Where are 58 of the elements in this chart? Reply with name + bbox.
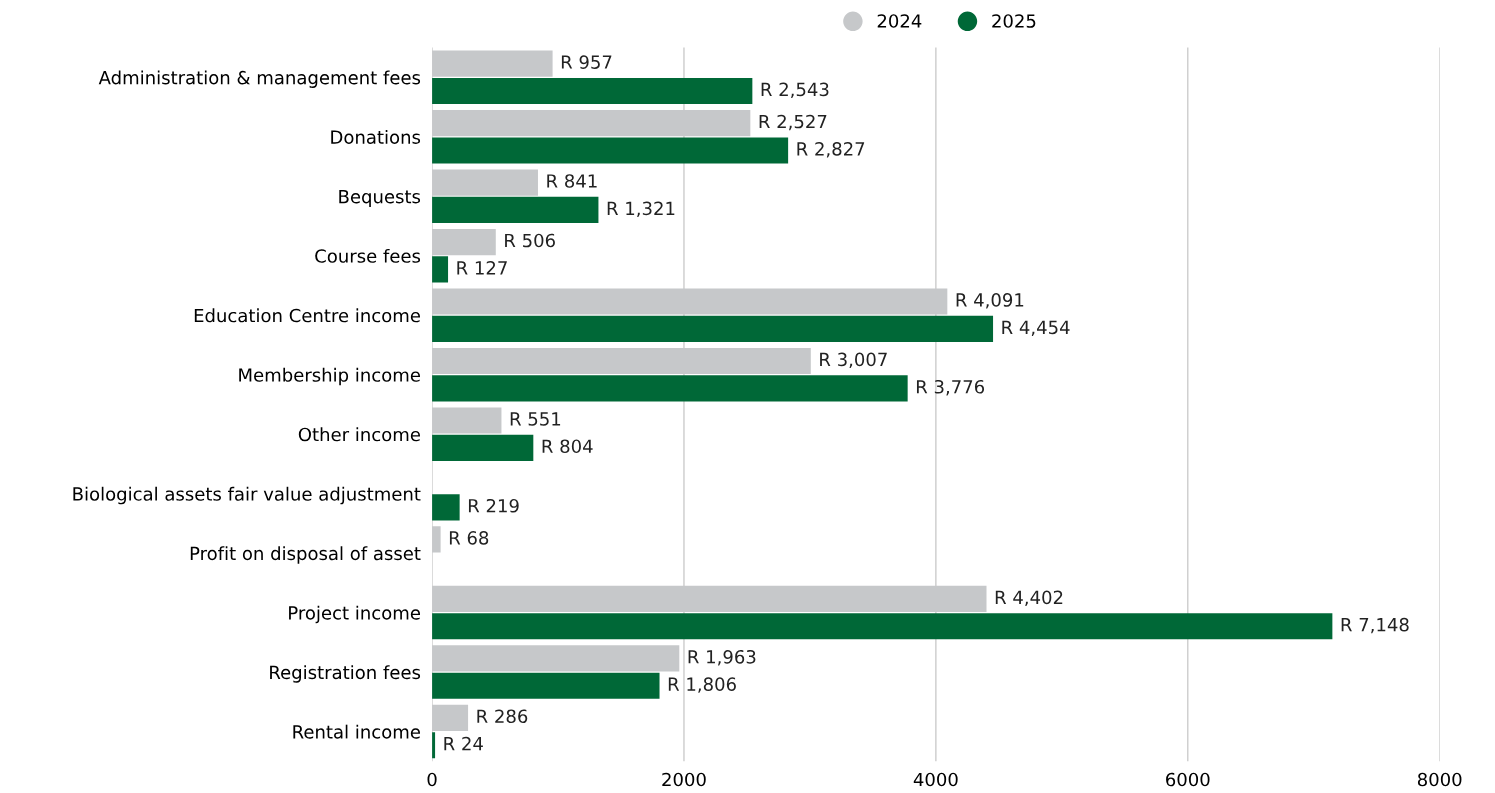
data-label: R 286: [477, 709, 528, 724]
y-tick-label: Administration & management fees: [98, 70, 421, 88]
data-label: R 3,776: [916, 379, 985, 396]
data-label: R 2,527: [759, 114, 827, 131]
x-tick-label: 2000: [662, 772, 706, 787]
data-label: R 957: [561, 55, 612, 69]
data-label: R 4,454: [1002, 320, 1070, 336]
bar: [432, 407, 502, 434]
x-tick-label: 6000: [1166, 772, 1210, 787]
bar: [432, 228, 496, 256]
y-tick-label: Donations: [331, 129, 421, 144]
data-label: R 7,148: [1341, 617, 1409, 634]
y-tick-label: Project income: [289, 605, 420, 624]
bar: [432, 137, 789, 164]
y-tick-label: Membership income: [239, 367, 420, 386]
x-tick-label: 0: [427, 772, 437, 787]
data-label: R 24: [444, 736, 483, 751]
data-label: R 804: [542, 439, 593, 454]
data-label: R 4,091: [956, 293, 1024, 309]
x-tick-label: 4000: [913, 772, 958, 787]
bar: [432, 672, 660, 699]
bar: [432, 50, 553, 77]
legend-label: 2025: [992, 14, 1036, 28]
data-label: R 1,963: [688, 649, 756, 666]
y-tick-label: Profit on disposal of asset: [190, 546, 421, 564]
data-label: R 841: [547, 174, 597, 188]
bar: [432, 613, 1333, 640]
bar: [432, 704, 469, 731]
data-label: R 127: [457, 261, 507, 275]
bar: [432, 645, 680, 672]
bar: [432, 315, 994, 342]
data-label: R 1,321: [607, 201, 675, 218]
y-tick-label: Biological assets fair value adjustment: [73, 486, 421, 505]
bar: [432, 375, 908, 402]
bar: [432, 494, 460, 521]
bar: [432, 526, 441, 553]
data-label: R 2,827: [797, 142, 865, 158]
data-label: R 4,402: [995, 590, 1063, 606]
data-label: R 3,007: [820, 352, 887, 369]
y-tick-label: Education Centre income: [194, 308, 420, 323]
data-label: R 1,806: [668, 677, 736, 693]
bar: [432, 77, 753, 105]
y-tick-label: Registration fees: [270, 665, 421, 683]
data-label: R 2,543: [761, 82, 829, 99]
legend-label: 2024: [877, 14, 922, 28]
y-tick-label: Course fees: [315, 248, 421, 263]
bar: [432, 196, 599, 224]
x-tick-label: 8000: [1417, 772, 1462, 787]
bar: [432, 256, 449, 283]
bar: [432, 434, 534, 461]
data-label: R 68: [449, 531, 489, 545]
data-label: R 551: [510, 412, 561, 426]
y-tick-label: Rental income: [293, 724, 420, 739]
bar: [432, 169, 538, 196]
y-tick-label: Other income: [298, 427, 420, 442]
data-label: R 219: [468, 498, 519, 513]
y-tick-label: Bequests: [339, 189, 421, 207]
data-label: R 506: [505, 233, 555, 248]
